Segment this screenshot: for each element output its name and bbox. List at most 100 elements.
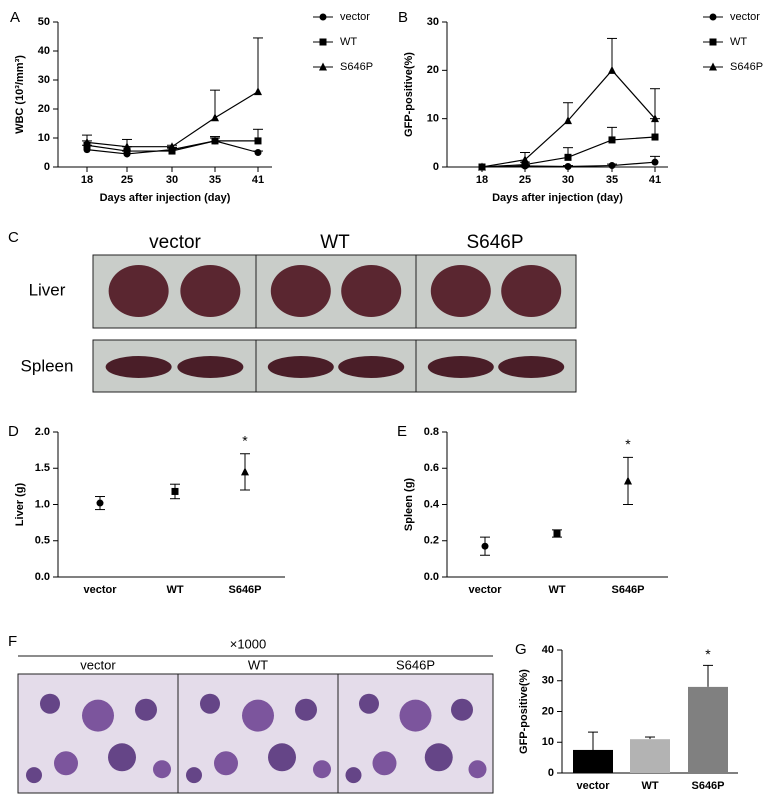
cell	[135, 698, 157, 721]
marker	[211, 113, 219, 122]
y-tick-label: 40	[38, 45, 50, 57]
marker	[521, 161, 529, 169]
error-bar	[703, 664, 713, 687]
y-tick-label: 0.0	[424, 571, 439, 583]
organ	[105, 356, 172, 378]
marker	[521, 155, 529, 164]
cell	[186, 767, 202, 784]
column-header: vector	[149, 232, 201, 253]
marker	[96, 499, 104, 507]
y-tick-label: 0	[548, 767, 554, 779]
y-tick-label: 20	[427, 64, 439, 76]
column-header: S646P	[396, 657, 435, 672]
x-tick-label: S646P	[228, 584, 261, 596]
legend-label: S646P	[340, 61, 373, 73]
organ	[270, 265, 331, 317]
y-tick-label: 0.5	[35, 535, 50, 547]
x-tick-label: 41	[649, 174, 661, 186]
x-tick-label: vector	[83, 584, 117, 596]
x-tick-label: WT	[548, 584, 565, 596]
x-axis-label: Days after injection (day)	[100, 192, 231, 204]
organ	[177, 356, 244, 378]
micrograph	[17, 673, 179, 794]
cell	[40, 693, 60, 714]
cell	[424, 743, 453, 772]
cell	[82, 699, 114, 732]
marker	[564, 163, 572, 171]
organ	[267, 356, 334, 378]
cell	[54, 751, 78, 776]
significance: *	[625, 436, 631, 452]
y-tick-label: 30	[427, 16, 439, 28]
cell	[372, 751, 397, 776]
organ	[430, 265, 491, 317]
y-tick-label: 10	[38, 132, 50, 144]
legend-label: WT	[340, 36, 357, 48]
bar	[630, 739, 670, 773]
y-tick-label: 0.6	[424, 462, 439, 474]
error-bar	[588, 731, 598, 750]
marker	[319, 13, 327, 21]
marker	[608, 162, 616, 170]
significance: *	[705, 646, 711, 662]
x-axis-label: Days after injection (day)	[492, 192, 623, 204]
cell	[242, 699, 274, 732]
cell	[359, 693, 379, 714]
marker	[83, 137, 91, 146]
cell	[313, 760, 331, 779]
column-header: WT	[248, 657, 268, 672]
marker	[123, 142, 131, 151]
cell	[345, 767, 362, 784]
marker	[319, 62, 327, 71]
panel-label: E	[397, 423, 407, 440]
marker	[564, 153, 572, 161]
x-tick-label: 18	[81, 174, 93, 186]
cell	[268, 743, 296, 772]
y-tick-label: 30	[542, 675, 554, 687]
error-bar	[645, 736, 655, 740]
x-tick-label: 41	[252, 174, 264, 186]
bar	[688, 686, 728, 773]
cell	[214, 751, 238, 776]
y-tick-label: 40	[542, 644, 554, 656]
x-tick-label: 30	[166, 174, 178, 186]
column-header: S646P	[466, 232, 523, 253]
legend-label: vector	[730, 11, 760, 23]
panel-label: F	[8, 633, 17, 650]
marker	[564, 116, 572, 125]
y-tick-label: 0.4	[424, 498, 440, 510]
x-tick-label: WT	[166, 584, 183, 596]
x-tick-label: 18	[476, 174, 488, 186]
y-tick-label: 20	[542, 705, 554, 717]
marker	[608, 136, 616, 144]
y-tick-label: 0	[433, 161, 439, 173]
y-tick-label: 20	[38, 103, 50, 115]
y-tick-label: 1.5	[35, 462, 50, 474]
organ	[341, 265, 402, 317]
panel-label: G	[515, 641, 527, 658]
marker	[651, 133, 659, 141]
marker	[651, 114, 659, 123]
y-tick-label: 30	[38, 74, 50, 86]
marker	[241, 467, 249, 476]
marker	[123, 147, 131, 155]
marker	[553, 530, 561, 537]
marker	[171, 487, 179, 495]
cell	[468, 760, 487, 779]
marker	[211, 137, 219, 145]
row-label: Liver	[29, 280, 66, 299]
marker	[254, 149, 262, 156]
legend-label: WT	[730, 36, 747, 48]
x-tick-label: 35	[606, 174, 618, 186]
cell	[108, 743, 136, 772]
cell	[26, 767, 42, 784]
y-axis-label: Spleen (g)	[403, 478, 415, 532]
marker	[481, 542, 489, 550]
y-axis-label: GFP-positive(%)	[403, 52, 415, 137]
micrograph	[177, 673, 339, 794]
y-tick-label: 10	[542, 736, 554, 748]
y-tick-label: 2.0	[35, 426, 50, 438]
row-label: Spleen	[21, 356, 74, 375]
error-bar	[607, 37, 617, 71]
